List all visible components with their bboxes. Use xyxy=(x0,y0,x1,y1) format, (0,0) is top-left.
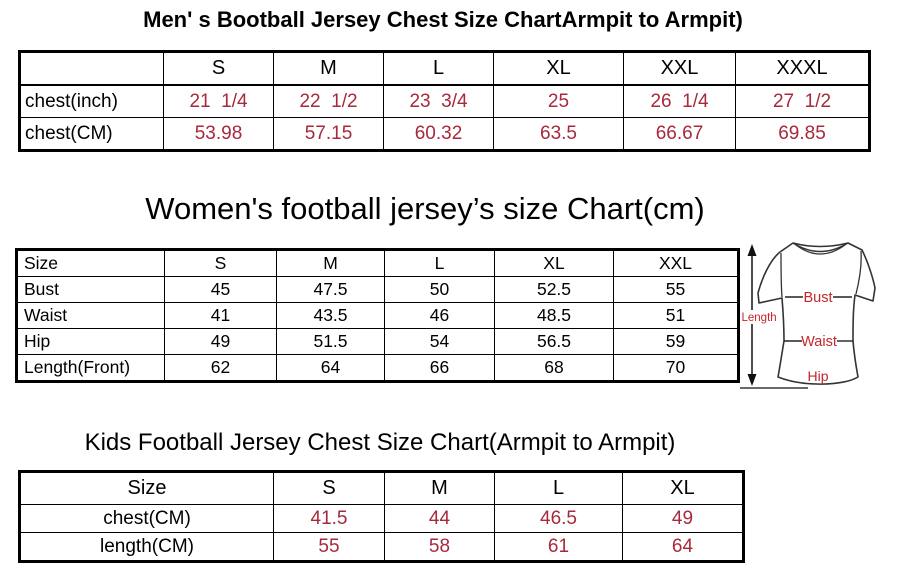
table-header-row: Size S M L XL XXL xyxy=(16,249,739,277)
row-label: length(CM) xyxy=(19,532,274,562)
column-header: Size xyxy=(19,471,274,505)
row-label: Hip xyxy=(16,328,165,355)
size-value: 54 xyxy=(384,328,495,355)
column-header: XXXL xyxy=(735,51,870,86)
row-label: chest(CM) xyxy=(19,504,274,533)
table-row: Bust 45 47.5 50 52.5 55 xyxy=(16,276,739,303)
size-value: 44 xyxy=(384,504,495,533)
size-value: 43.5 xyxy=(276,302,385,329)
size-value: 55 xyxy=(613,276,739,303)
length-label: Length xyxy=(742,312,777,324)
men-size-table: S M L XL XXL XXXL chest(inch) 21 1/4 22 … xyxy=(18,50,871,152)
size-value: 62 xyxy=(164,354,277,382)
size-value: 22 1/2 xyxy=(273,84,384,118)
size-value: 59 xyxy=(613,328,739,355)
size-value: 25 xyxy=(493,84,624,118)
table-header-row: S M L XL XXL XXXL xyxy=(19,51,870,86)
column-header: L xyxy=(494,471,623,505)
size-value: 68 xyxy=(494,354,614,382)
bust-label: Bust xyxy=(803,290,832,306)
size-value: 46 xyxy=(384,302,495,329)
size-value: 46.5 xyxy=(494,504,623,533)
men-chart-title: Men' s Bootball Jersey Chest Size ChartA… xyxy=(143,7,743,32)
table-row: chest(CM) 41.5 44 46.5 49 xyxy=(19,504,744,533)
column-header: S xyxy=(164,249,277,277)
row-label: chest(CM) xyxy=(19,117,164,151)
size-value: 41.5 xyxy=(273,504,385,533)
table-row: Length(Front) 62 64 66 68 70 xyxy=(16,354,739,382)
column-header: M xyxy=(384,471,495,505)
tshirt-outline xyxy=(757,242,876,385)
size-value: 69.85 xyxy=(735,117,870,151)
column-header: M xyxy=(273,51,384,86)
size-value: 21 1/4 xyxy=(163,84,274,118)
collar-inner-line xyxy=(795,244,846,255)
size-value: 61 xyxy=(494,532,623,562)
size-value: 49 xyxy=(622,504,744,533)
size-value: 66 xyxy=(384,354,495,382)
size-value: 63.5 xyxy=(493,117,624,151)
table-row: chest(inch) 21 1/4 22 1/2 23 3/4 25 26 1… xyxy=(19,84,870,118)
kids-chart-title: Kids Football Jersey Chest Size Chart(Ar… xyxy=(84,429,676,456)
size-value: 58 xyxy=(384,532,495,562)
size-value: 52.5 xyxy=(494,276,614,303)
column-header: S xyxy=(163,51,274,86)
column-header: Size xyxy=(16,249,165,277)
table-row: chest(CM) 53.98 57.15 60.32 63.5 66.67 6… xyxy=(19,117,870,151)
kids-size-table: Size S M L XL chest(CM) 41.5 44 46.5 49 … xyxy=(18,470,745,563)
column-header: XL xyxy=(493,51,624,86)
column-header: S xyxy=(273,471,385,505)
size-value: 64 xyxy=(276,354,385,382)
right-sleeve-seam xyxy=(855,250,862,295)
size-value: 47.5 xyxy=(276,276,385,303)
row-label: Length(Front) xyxy=(16,354,165,382)
size-value: 57.15 xyxy=(273,117,384,151)
waist-label: Waist xyxy=(801,334,837,350)
column-header: XL xyxy=(622,471,744,505)
table-row: Waist 41 43.5 46 48.5 51 xyxy=(16,302,739,329)
women-chart-title: Women's football jersey’s size Chart(cm) xyxy=(145,191,705,226)
column-header: XL xyxy=(494,249,614,277)
women-size-table: Size S M L XL XXL Bust 45 47.5 50 52.5 5… xyxy=(15,248,740,383)
tshirt-measurement-diagram: Length Bust Waist Hip xyxy=(740,242,876,389)
size-value: 66.67 xyxy=(623,117,736,151)
row-label: Waist xyxy=(16,302,165,329)
size-value: 70 xyxy=(613,354,739,382)
row-label: Bust xyxy=(16,276,165,303)
size-value: 48.5 xyxy=(494,302,614,329)
table-header-row: Size S M L XL xyxy=(19,471,744,505)
table-row: Hip 49 51.5 54 56.5 59 xyxy=(16,328,739,355)
length-label-backdrop xyxy=(740,310,777,324)
column-header: XXL xyxy=(623,51,736,86)
column-header: M xyxy=(276,249,385,277)
left-sleeve-seam xyxy=(780,252,783,298)
row-label: chest(inch) xyxy=(19,84,164,118)
size-value: 26 1/4 xyxy=(623,84,736,118)
size-value: 45 xyxy=(164,276,277,303)
column-header: L xyxy=(383,51,494,86)
arrow-down-icon xyxy=(747,374,757,386)
size-value: 64 xyxy=(622,532,744,562)
size-value: 50 xyxy=(384,276,495,303)
table-row: length(CM) 55 58 61 64 xyxy=(19,532,744,562)
size-value: 53.98 xyxy=(163,117,274,151)
arrow-up-icon xyxy=(747,244,757,256)
size-value: 27 1/2 xyxy=(735,84,870,118)
size-value: 56.5 xyxy=(494,328,614,355)
column-header: L xyxy=(384,249,495,277)
size-value: 23 3/4 xyxy=(383,84,494,118)
size-value: 49 xyxy=(164,328,277,355)
column-header xyxy=(19,51,164,86)
hip-label: Hip xyxy=(807,368,828,384)
size-value: 51.5 xyxy=(276,328,385,355)
size-value: 60.32 xyxy=(383,117,494,151)
size-value: 41 xyxy=(164,302,277,329)
size-value: 55 xyxy=(273,532,385,562)
column-header: XXL xyxy=(613,249,739,277)
size-value: 51 xyxy=(613,302,739,329)
